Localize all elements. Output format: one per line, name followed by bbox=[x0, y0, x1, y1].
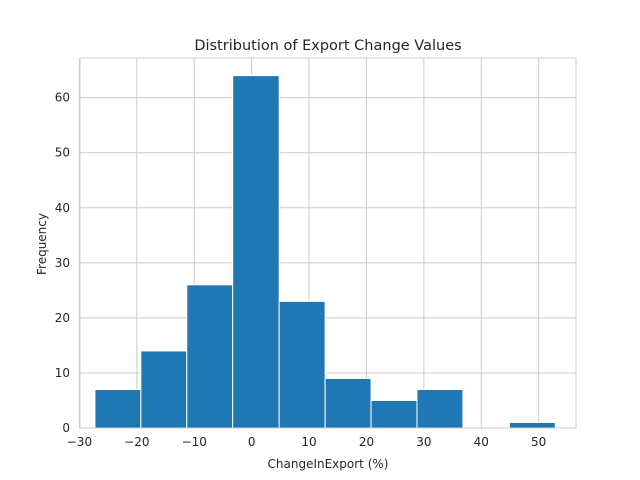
x-tick-label: 50 bbox=[531, 435, 546, 449]
histogram-bar bbox=[370, 399, 418, 429]
plot-frame bbox=[79, 57, 577, 429]
y-tick-label: 20 bbox=[55, 311, 70, 325]
chart-title: Distribution of Export Change Values bbox=[194, 38, 461, 54]
histogram-bar bbox=[232, 75, 280, 429]
y-tick-label: 50 bbox=[55, 146, 70, 160]
histogram-bar bbox=[278, 300, 326, 429]
histogram-bar bbox=[416, 388, 464, 429]
histogram-bar bbox=[186, 284, 234, 429]
histogram-bar bbox=[324, 377, 372, 429]
y-axis-label: Frequency bbox=[35, 213, 49, 275]
y-tick-label: 10 bbox=[55, 366, 70, 380]
x-tick-label: 30 bbox=[416, 435, 431, 449]
x-tick-label: 0 bbox=[248, 435, 256, 449]
x-tick-label: 20 bbox=[359, 435, 374, 449]
x-tick-labels: −30 −20 −10 0 10 20 30 40 50 bbox=[67, 435, 547, 449]
x-tick-label: −10 bbox=[182, 435, 207, 449]
x-tick-label: −30 bbox=[67, 435, 92, 449]
y-tick-label: 30 bbox=[55, 256, 70, 270]
histogram-bar bbox=[140, 350, 188, 429]
x-axis-label: ChangeInExport (%) bbox=[268, 457, 389, 471]
x-tick-label: 40 bbox=[474, 435, 489, 449]
histogram-bar bbox=[508, 421, 556, 429]
y-tick-label: 60 bbox=[55, 91, 70, 105]
y-tick-label: 0 bbox=[62, 421, 70, 435]
histogram-bars bbox=[94, 75, 556, 429]
y-tick-labels: 0 10 20 30 40 50 60 bbox=[55, 91, 70, 435]
x-tick-label: 10 bbox=[301, 435, 316, 449]
y-tick-label: 40 bbox=[55, 201, 70, 215]
x-tick-label: −20 bbox=[124, 435, 149, 449]
histogram-bar bbox=[94, 388, 142, 429]
